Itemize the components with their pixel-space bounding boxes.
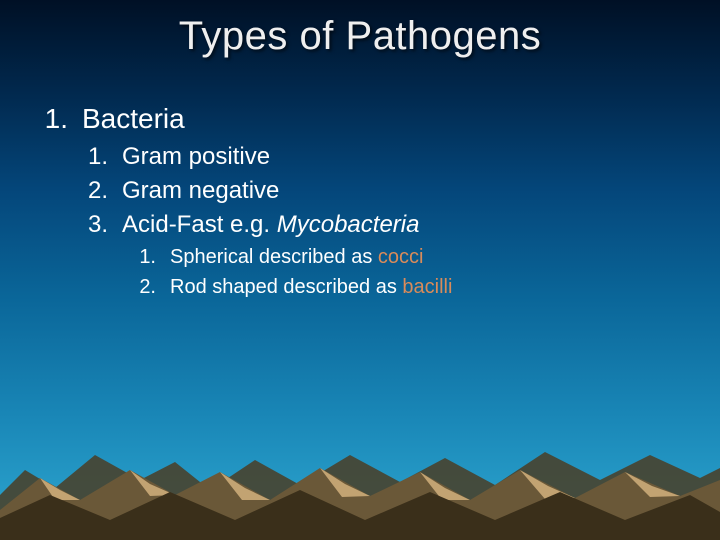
list-number: 1. — [132, 242, 156, 272]
list-text: Gram positive — [122, 143, 270, 170]
list-text: Bacteria — [82, 103, 185, 134]
slide-title: Types of Pathogens — [0, 14, 720, 59]
list-number: 2. — [78, 174, 108, 208]
slide-content: 1. Bacteria 1. Gram positive 2. Gram negati… — [30, 100, 690, 302]
list-item-lvl3: 1. Spherical described as cocci — [30, 242, 690, 272]
list-number: 2. — [132, 272, 156, 302]
slide: Types of Pathogens 1. Bacteria 1. Gram pos… — [0, 0, 720, 540]
list-text: Acid-Fast e.g. — [122, 211, 277, 238]
list-text: Gram negative — [122, 177, 279, 204]
list-item-lvl2: 1. Gram positive — [30, 140, 690, 174]
list-number: 1. — [78, 140, 108, 174]
list-text: Spherical described as — [170, 246, 378, 268]
list-text-italic: Mycobacteria — [277, 211, 420, 238]
list-item-lvl1: 1. Bacteria — [30, 100, 690, 138]
list-text: Rod shaped described as — [170, 276, 402, 298]
list-item-lvl2: 3. Acid-Fast e.g. Mycobacteria — [30, 208, 690, 242]
list-number: 3. — [78, 208, 108, 242]
list-text-accent: cocci — [378, 246, 424, 268]
mountain-graphic — [0, 400, 720, 540]
list-item-lvl2: 2. Gram negative — [30, 174, 690, 208]
list-number: 1. — [30, 100, 68, 138]
list-text-accent: bacilli — [402, 276, 452, 298]
list-item-lvl3: 2. Rod shaped described as bacilli — [30, 272, 690, 302]
